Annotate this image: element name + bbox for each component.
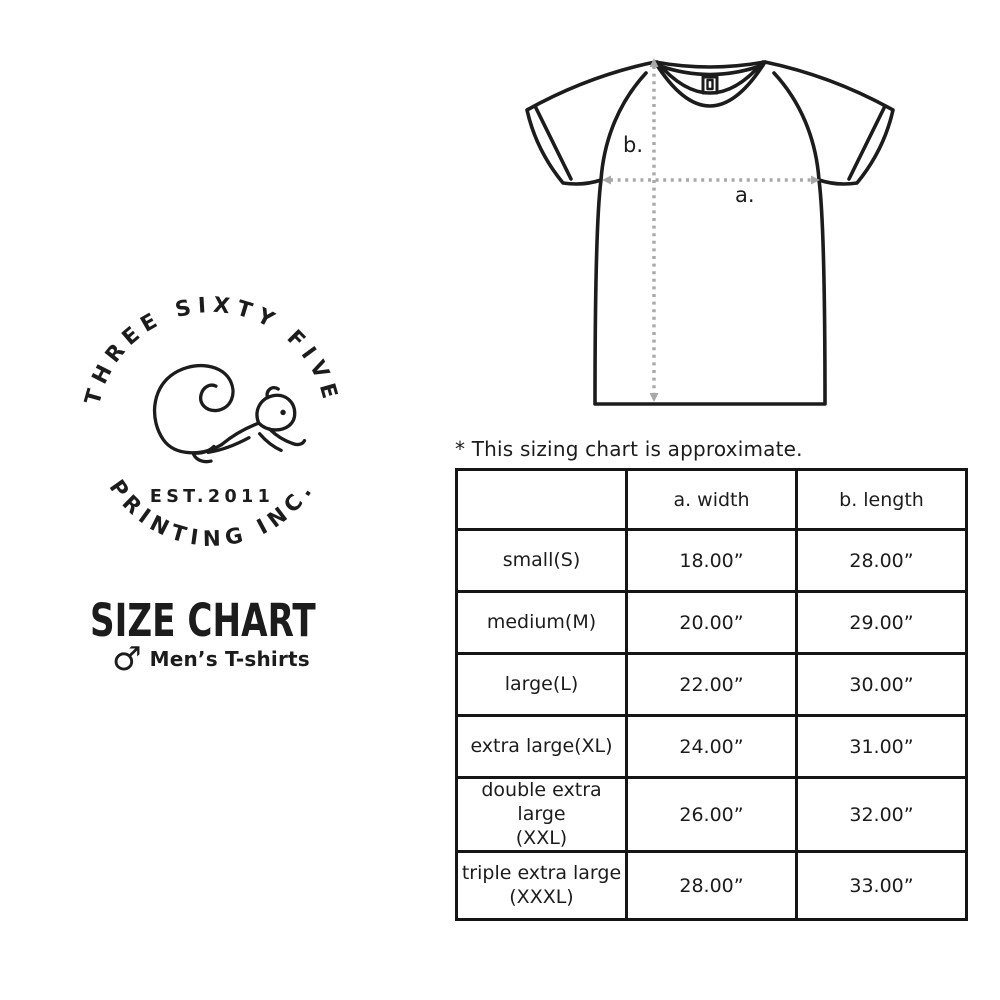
length-column-header: b. length [795,468,968,531]
squirrel-mascot-icon [152,363,307,464]
size-cell: large(L) [455,652,628,717]
size-cell: extra large(XL) [455,714,628,779]
table-row: medium(M) 20.00” 29.00” [455,590,968,655]
tshirt-diagram-icon: b. a. [525,58,895,406]
length-label: b. [623,133,643,157]
subtitle-label: Men’s T-shirts [149,646,310,671]
length-cell: 30.00” [795,652,968,717]
sizing-table: a. width b. length small(S) 18.00” 28.00… [455,468,968,922]
table-header-row: a. width b. length [455,468,968,531]
length-cell: 29.00” [795,590,968,655]
subtitle: ♂ Men’s T-shirts [112,642,310,675]
approximate-note: * This sizing chart is approximate. [455,437,803,461]
male-symbol-icon: ♂ [112,639,142,678]
width-cell: 18.00” [625,528,798,593]
width-column-header: a. width [625,468,798,531]
length-cell: 31.00” [795,714,968,779]
width-measure-line [602,175,820,185]
width-label: a. [735,183,755,207]
table-row: triple extra large (XXXL) 28.00” 33.00” [455,850,968,922]
size-column-header [455,468,628,531]
length-cell: 32.00” [795,775,968,854]
table-row: large(L) 22.00” 30.00” [455,652,968,717]
table-row: small(S) 18.00” 28.00” [455,528,968,593]
size-cell: medium(M) [455,590,628,655]
size-cell: double extra large (XXL) [455,775,628,854]
width-cell: 20.00” [625,590,798,655]
size-cell: small(S) [455,528,628,593]
brand-arc-top-text: THREE SIXTY FIVE [80,293,343,408]
width-cell: 26.00” [625,775,798,854]
brand-established-text: EST.2011 [150,487,274,507]
brand-logo: THREE SIXTY FIVE PRINTING INC. EST.2011 [80,293,343,552]
width-cell: 22.00” [625,652,798,717]
table-row: extra large(XL) 24.00” 31.00” [455,714,968,779]
width-cell: 28.00” [625,850,798,922]
page-title: SIZE CHART [90,594,316,647]
length-measure-line [649,58,659,402]
size-cell: triple extra large (XXXL) [455,850,628,922]
length-cell: 28.00” [795,528,968,593]
table-row: double extra large (XXL) 26.00” 32.00” [455,775,968,854]
width-cell: 24.00” [625,714,798,779]
length-cell: 33.00” [795,850,968,922]
